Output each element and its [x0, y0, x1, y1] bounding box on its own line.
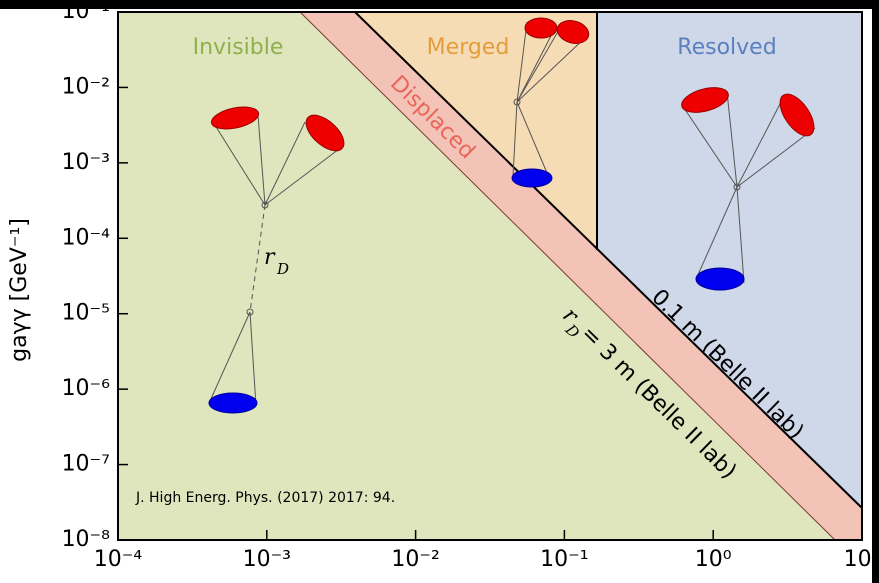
top-band — [0, 0, 879, 9]
annotation-subscript: D — [276, 260, 289, 278]
y-tick-label: 10⁻² — [62, 74, 110, 99]
x-tick-label: 10¹ — [844, 547, 879, 572]
y-tick-label: 10⁻³ — [62, 150, 110, 175]
regions — [118, 12, 862, 540]
region-label: Invisible — [193, 35, 284, 60]
x-tick-label: 10⁰ — [695, 547, 732, 572]
citation: J. High Energ. Phys. (2017) 2017: 94. — [135, 490, 395, 506]
y-tick-label: 10⁻⁵ — [62, 301, 110, 326]
page: {"chart_data": {"type": "region", "y_lab… — [0, 0, 879, 583]
chart: Invisible Merged Resolved Displaced 0.1 … — [0, 0, 879, 583]
y-tick-label: 10⁻⁴ — [62, 225, 111, 250]
y-axis-label: gaγγ [GeV⁻¹] — [7, 218, 32, 362]
y-tick-label: 10⁻⁶ — [62, 376, 111, 401]
annotation-symbol: r — [264, 245, 276, 270]
y-tick-label: 10⁻⁷ — [62, 452, 110, 477]
region-label: Merged — [427, 35, 510, 60]
x-tick-label: 10⁻³ — [243, 547, 291, 572]
x-tick-label: 10⁻² — [391, 547, 439, 572]
y-tick-label: 10⁻⁸ — [62, 527, 111, 552]
x-tick-label: 10⁻¹ — [540, 547, 588, 572]
region-label: Resolved — [677, 35, 776, 60]
